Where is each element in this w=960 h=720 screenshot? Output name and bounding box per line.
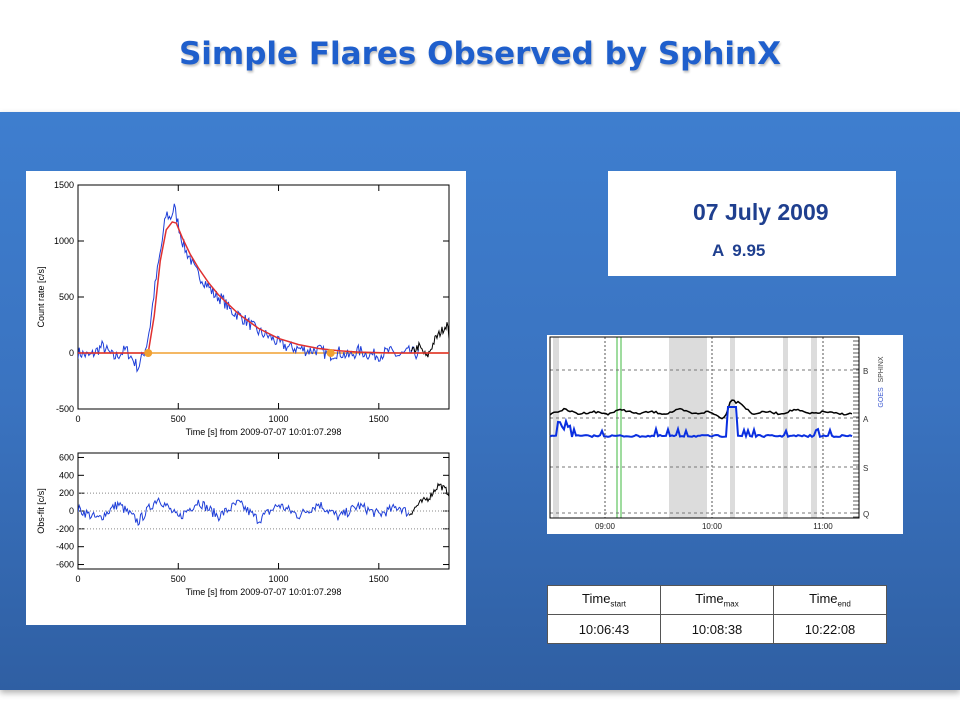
x-axis-label: Time [s] from 2009-07-07 10:01:07.298 bbox=[186, 587, 342, 597]
y-axis-label: Count rate [c/s] bbox=[36, 266, 46, 327]
y-tick-label: -400 bbox=[56, 542, 74, 552]
y-tick-label: 0 bbox=[69, 348, 74, 358]
y-tick-label: 600 bbox=[59, 452, 74, 462]
observed-data-line bbox=[78, 498, 409, 525]
goes-sphinx-svg: B A S Q 09:00 10:00 11:00 SPHINX GOES bbox=[547, 335, 903, 534]
data-gap-band bbox=[783, 337, 788, 518]
table-header-row: Timestart Timemax Timeend bbox=[548, 586, 887, 615]
y-tick-label: 1500 bbox=[54, 180, 74, 190]
flare-class-letter: A bbox=[712, 241, 724, 260]
fit-line bbox=[78, 222, 449, 353]
flare-class-value: 9.95 bbox=[732, 241, 765, 260]
y-tick-label: -600 bbox=[56, 560, 74, 570]
x-tick-label: 0 bbox=[75, 414, 80, 424]
y-tick-label: -500 bbox=[56, 404, 74, 414]
time-start-header: Timestart bbox=[548, 586, 661, 615]
excluded-data-line bbox=[409, 484, 449, 515]
flare-date: 07 July 2009 bbox=[693, 199, 829, 226]
time-max-header: Timemax bbox=[661, 586, 774, 615]
plot-area bbox=[78, 204, 449, 371]
sphinx-label: SPHINX bbox=[878, 356, 885, 382]
data-gap-band bbox=[730, 337, 735, 518]
goes-label: GOES bbox=[878, 387, 885, 408]
x-tick-label: 09:00 bbox=[595, 522, 616, 531]
level-label: A bbox=[863, 415, 869, 424]
x-tick-label: 10:00 bbox=[702, 522, 723, 531]
y-tick-label: 400 bbox=[59, 470, 74, 480]
x-tick-label: 500 bbox=[171, 414, 186, 424]
flare-info-box: 07 July 2009 A 9.95 bbox=[608, 171, 896, 276]
goes-sphinx-overview: B A S Q 09:00 10:00 11:00 SPHINX GOES bbox=[547, 335, 903, 534]
count-rate-plot: 0 500 1000 1500-500050010001500Time [s] fro… bbox=[36, 180, 449, 437]
time-end-header: Timeend bbox=[774, 586, 887, 615]
residual-plot: 0 500 1000 1500 -600 -400 -200 0 200 400 600 Time [… bbox=[36, 452, 449, 597]
y-tick-label: 0 bbox=[69, 506, 74, 516]
y-axis-label: Obs-fit [c/s] bbox=[36, 488, 46, 534]
time-start-value: 10:06:43 bbox=[548, 615, 661, 644]
data-gap-band bbox=[669, 337, 707, 518]
observed-data-line bbox=[78, 204, 419, 371]
fit-boundary-marker bbox=[327, 349, 335, 357]
level-label: B bbox=[863, 367, 868, 376]
slide-title: Simple Flares Observed by SphinX bbox=[0, 36, 960, 72]
x-tick-label: 0 bbox=[75, 574, 80, 584]
flare-times-table: Timestart Timemax Timeend 10:06:43 10:08… bbox=[547, 585, 887, 644]
plot-area bbox=[78, 484, 449, 529]
table-row: 10:06:43 10:08:38 10:22:08 bbox=[548, 615, 887, 644]
x-tick-label: 11:00 bbox=[813, 522, 833, 531]
data-gap-band bbox=[811, 337, 817, 518]
x-tick-label: 1500 bbox=[369, 574, 389, 584]
level-label: S bbox=[863, 464, 868, 473]
y-tick-label: 200 bbox=[59, 488, 74, 498]
excluded-data-line bbox=[411, 322, 449, 357]
time-max-value: 10:08:38 bbox=[661, 615, 774, 644]
time-end-value: 10:22:08 bbox=[774, 615, 887, 644]
x-axis-label: Time [s] from 2009-07-07 10:01:07.298 bbox=[186, 427, 342, 437]
light-curve-figure: 0 500 1000 1500 -500 0 500 1000 1500 Time [s] fro… bbox=[26, 171, 466, 625]
y-tick-label: 1000 bbox=[54, 236, 74, 246]
y-tick-label: 500 bbox=[59, 292, 74, 302]
flare-class: A 9.95 bbox=[712, 241, 765, 261]
y-tick-label: -200 bbox=[56, 524, 74, 534]
x-tick-label: 1000 bbox=[269, 414, 289, 424]
level-label: Q bbox=[863, 510, 869, 519]
x-tick-label: 1500 bbox=[369, 414, 389, 424]
fit-boundary-marker bbox=[144, 349, 152, 357]
x-tick-label: 500 bbox=[171, 574, 186, 584]
plot-frame bbox=[78, 185, 449, 409]
light-curve-svg: 0 500 1000 1500-500050010001500Time [s] fro… bbox=[26, 171, 466, 625]
x-tick-label: 1000 bbox=[269, 574, 289, 584]
